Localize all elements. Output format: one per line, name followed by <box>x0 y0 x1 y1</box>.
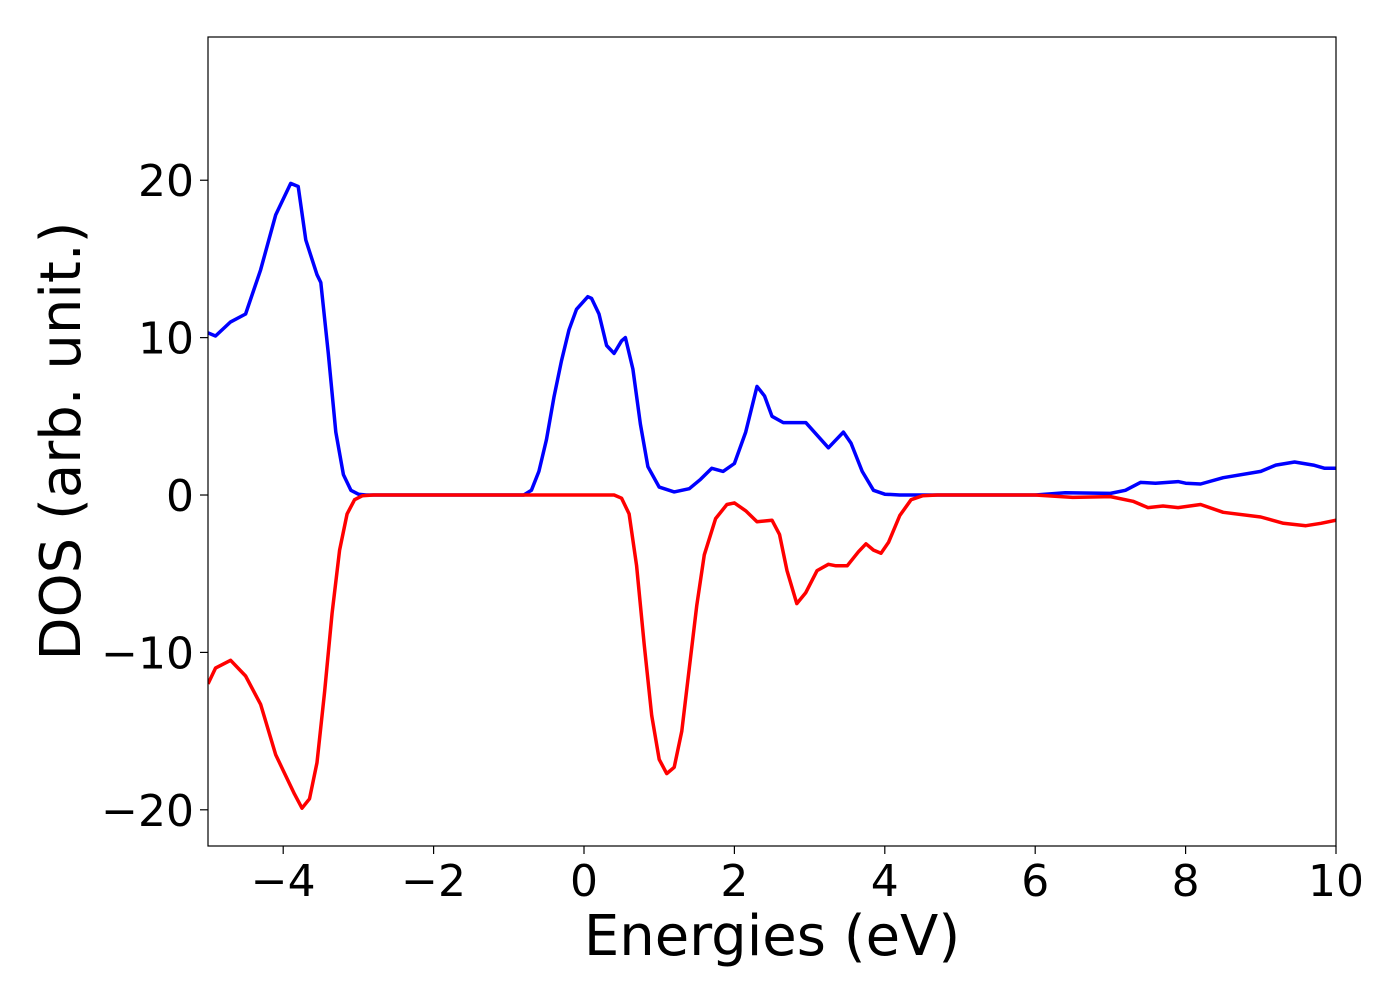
x-tick-label: 8 <box>1172 856 1200 907</box>
x-tick-label: 4 <box>871 856 899 907</box>
y-tick-label: 10 <box>138 314 194 365</box>
y-tick-label: 20 <box>138 156 194 207</box>
y-tick-label: −20 <box>101 786 194 837</box>
x-tick-label: 10 <box>1308 856 1364 907</box>
x-tick-label: 2 <box>720 856 748 907</box>
x-tick-label: 6 <box>1021 856 1049 907</box>
line-series <box>208 493 1336 810</box>
y-tick-label: −10 <box>101 628 194 679</box>
x-axis-label: Energies (eV) <box>584 904 960 969</box>
y-axis-label: DOS (arb. unit.) <box>29 221 94 660</box>
x-tick-label: −2 <box>401 856 466 907</box>
x-tick-label: 0 <box>570 856 598 907</box>
y-tick-label: 0 <box>166 471 194 522</box>
plot-frame <box>207 36 1337 847</box>
x-tick-label: −4 <box>251 856 316 907</box>
plot-area <box>208 181 1336 810</box>
line-series <box>208 181 1336 497</box>
